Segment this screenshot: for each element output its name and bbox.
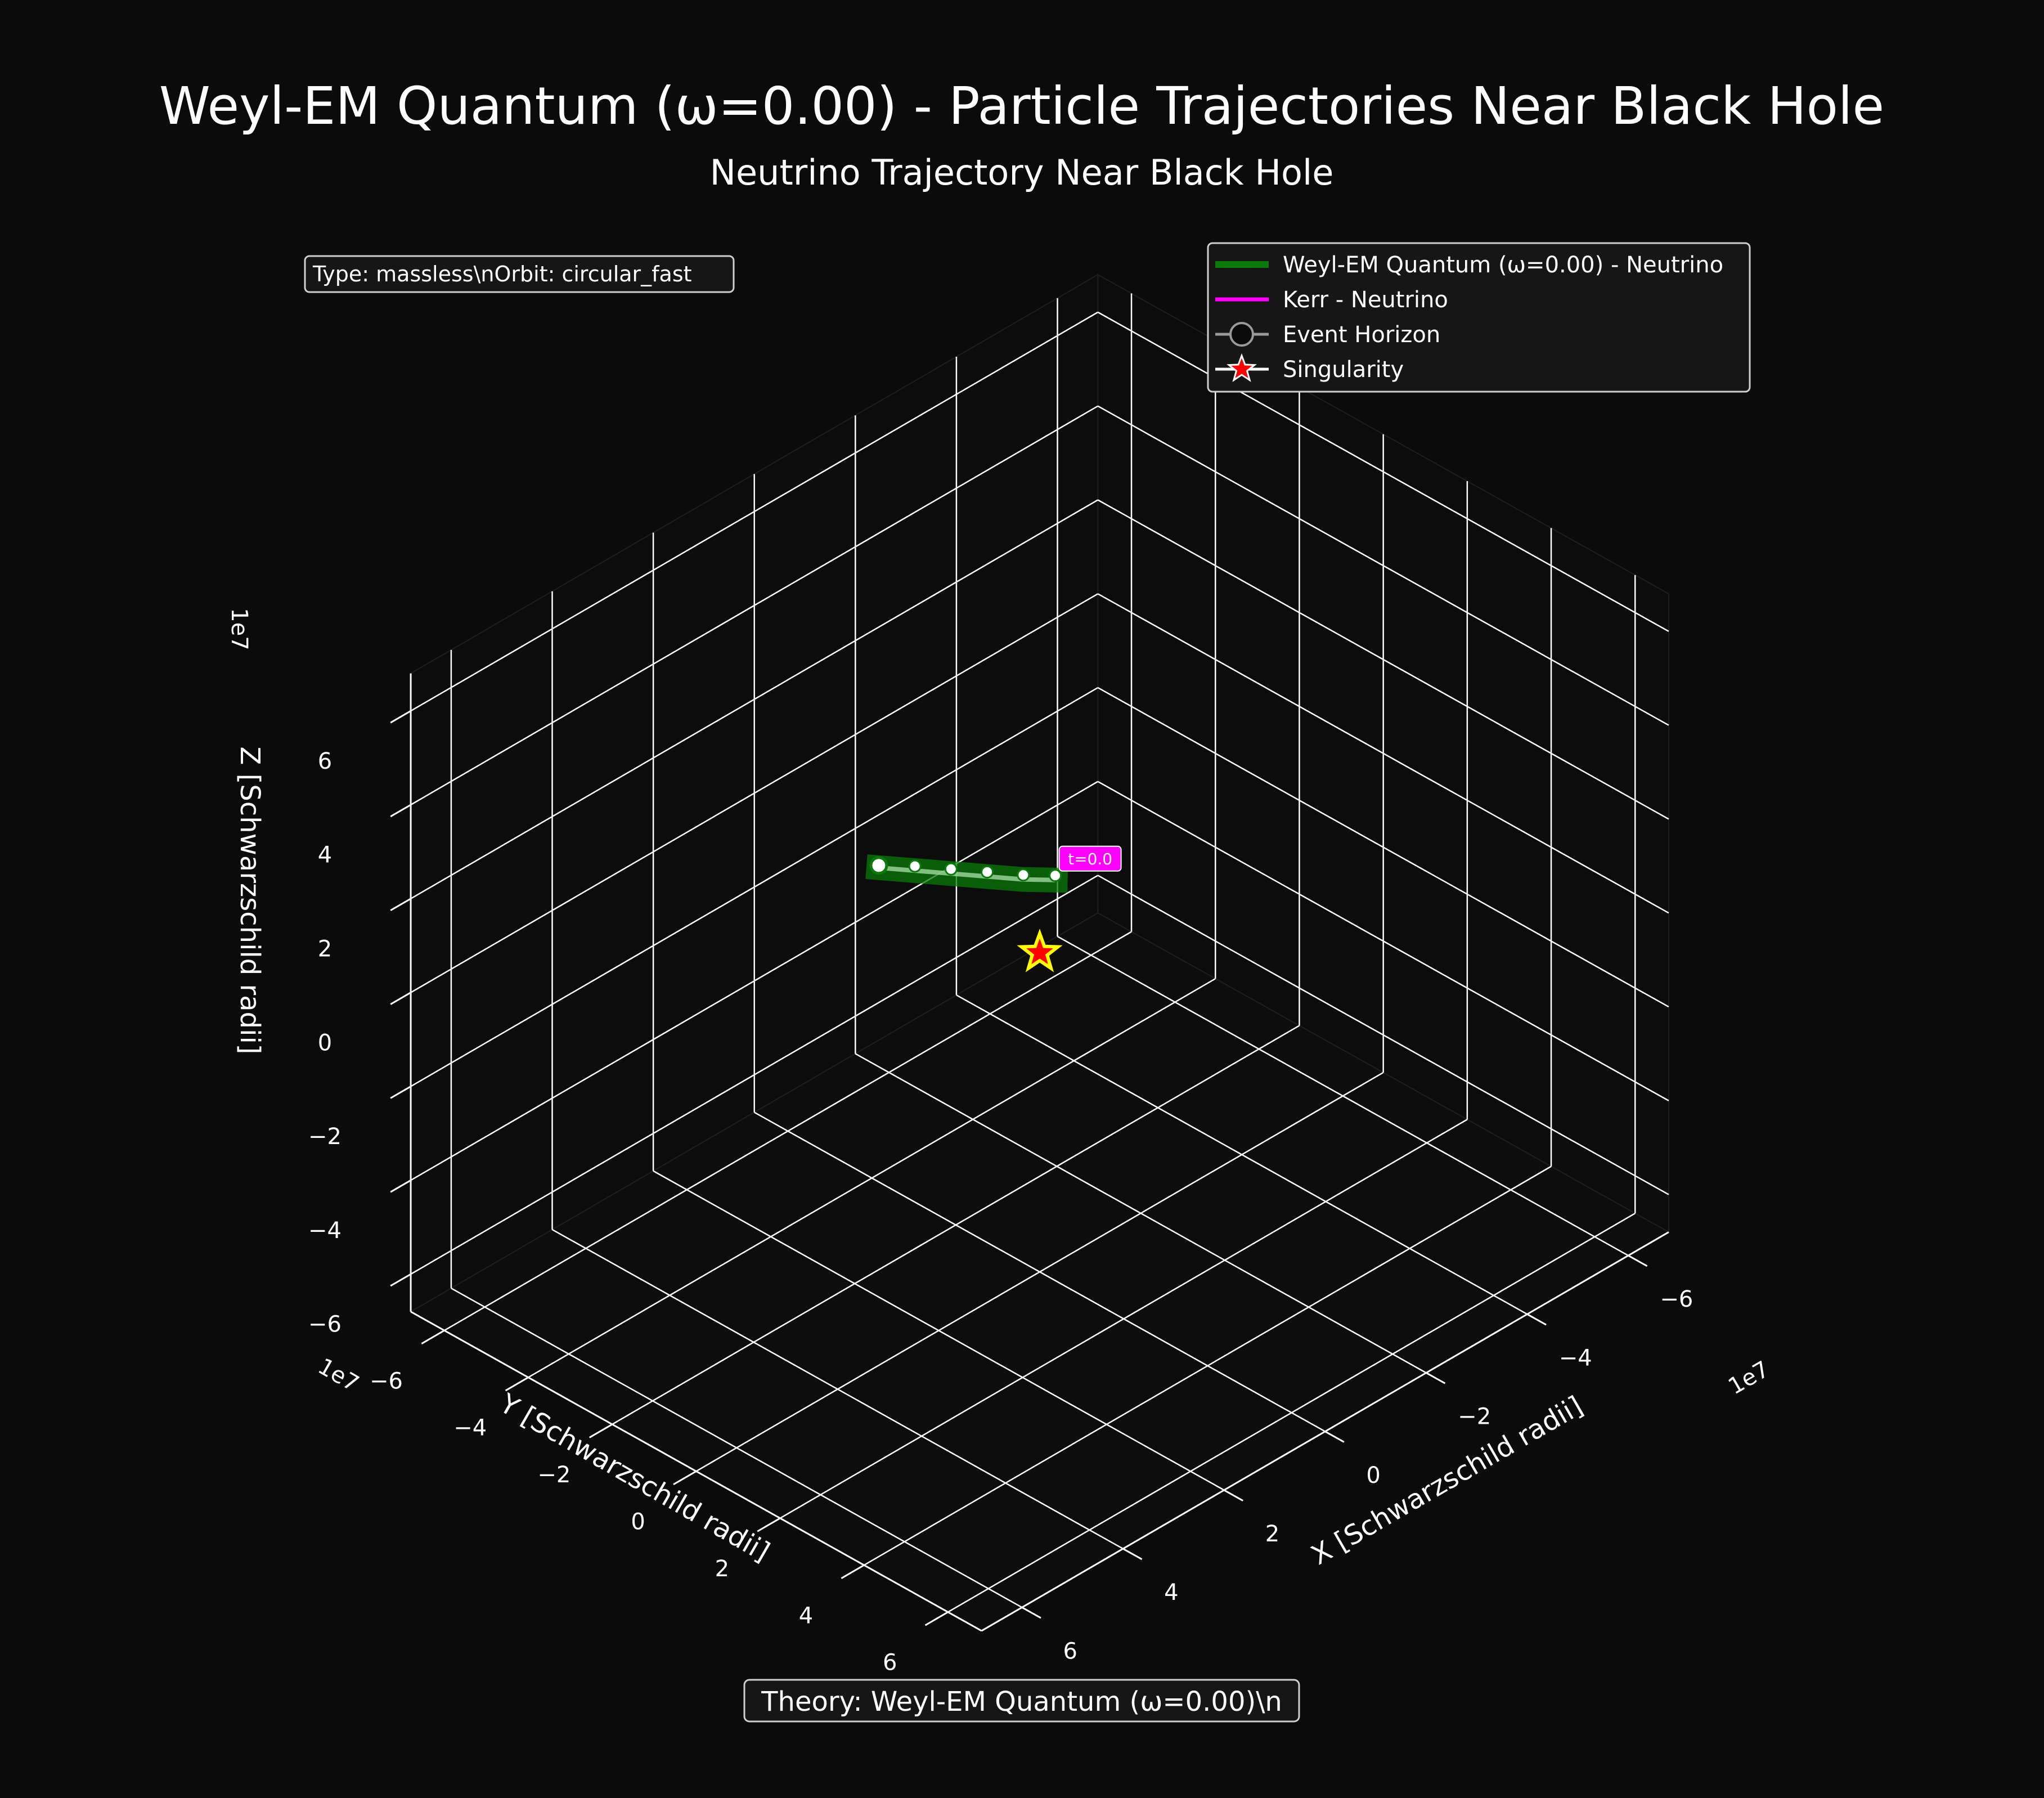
z-offset-text: 1e7 xyxy=(226,608,252,651)
gridline-wall-z-b xyxy=(1097,311,1669,632)
z-tick-mark xyxy=(390,898,411,912)
legend-entry-kerr: Kerr - Neutrino xyxy=(1215,287,1448,313)
z-tick-label: −4 xyxy=(308,1218,342,1244)
x-tick-label: −4 xyxy=(1559,1345,1592,1371)
legend-entry-horizon: Event Horizon xyxy=(1215,322,1440,348)
y-tick-mark xyxy=(841,1564,865,1579)
z-tick-label: 0 xyxy=(318,1030,332,1056)
x-tick-mark xyxy=(1021,1606,1041,1619)
y-axis-line xyxy=(410,1311,982,1632)
legend-star-icon xyxy=(1227,353,1257,382)
y-tick-label: −2 xyxy=(537,1462,570,1488)
y-tick-mark xyxy=(421,1329,445,1344)
x-tick-mark xyxy=(1628,1254,1648,1267)
theory-box: Theory: Weyl-EM Quantum (ω=0.00)\n xyxy=(743,1679,1300,1723)
x-tick-mark xyxy=(1426,1372,1446,1384)
info-box-text: Type: massless\nOrbit: circular_fast xyxy=(312,262,692,286)
gridline-wall-z-b xyxy=(1097,593,1669,914)
trajectory-point xyxy=(908,859,922,873)
plot-data: t=0.0 xyxy=(865,845,1122,972)
x-axis-line xyxy=(981,1231,1669,1632)
z-tick-mark xyxy=(390,710,411,724)
gridline-floor-y xyxy=(695,1071,1384,1472)
theory-box-frame xyxy=(743,1679,1300,1723)
x-tick-label: −2 xyxy=(1458,1404,1491,1430)
start-time-label: t=0.0 xyxy=(1068,850,1112,868)
trajectory-point xyxy=(981,866,994,879)
x-tick-mark xyxy=(1324,1431,1345,1443)
z-tick-mark xyxy=(390,1180,411,1193)
y-tick-mark xyxy=(589,1423,613,1438)
trajectory-point xyxy=(1049,869,1062,882)
trajectory-start-marker xyxy=(869,856,888,875)
gridline-floor-y xyxy=(864,1165,1552,1566)
info-box: Type: massless\nOrbit: circular_fast xyxy=(304,255,735,293)
z-tick-mark xyxy=(390,992,411,1005)
gridline-wall-z-b xyxy=(1097,499,1669,820)
y-tick-mark xyxy=(673,1470,697,1486)
gridline-floor-y xyxy=(947,1212,1636,1613)
z-tick-label: 4 xyxy=(318,842,332,868)
legend-frame xyxy=(1207,242,1751,393)
legend-kerr-label: Kerr - Neutrino xyxy=(1283,287,1448,313)
gridline-wall-z-a xyxy=(410,499,1098,900)
x-tick-mark xyxy=(1122,1548,1143,1561)
gridline-floor-x xyxy=(653,1170,1225,1491)
x-tick-label: 2 xyxy=(1265,1521,1279,1547)
theory-box-text: Theory: Weyl-EM Quantum (ω=0.00)\n xyxy=(761,1686,1282,1718)
z-tick-mark xyxy=(390,1086,411,1099)
legend-entry-singularity: Singularity xyxy=(1215,353,1404,383)
x-tick-label: 4 xyxy=(1164,1580,1178,1606)
trajectory-point xyxy=(944,862,958,876)
y-tick-mark xyxy=(505,1376,529,1392)
z-axis-label: Z [Schwarzschild radii] xyxy=(234,747,266,1055)
gridline-wall-z-b xyxy=(1097,405,1669,726)
z-tick-label: −6 xyxy=(308,1312,342,1338)
singularity-star-icon xyxy=(1017,929,1063,972)
y-tick-label: 0 xyxy=(631,1509,645,1535)
y-tick-label: −6 xyxy=(370,1368,403,1394)
axes-ticks: −6 −6 −6 −4 −4 −4 −2 −2 −2 0 0 0 2 2 2 4 4 4 6 6 6 xyxy=(308,673,1693,1676)
chart-subtitle: Neutrino Trajectory Near Black Hole xyxy=(710,152,1334,193)
gridline-floor-y xyxy=(779,1119,1468,1519)
x-tick-label: −6 xyxy=(1660,1286,1693,1312)
gridline-wall-z-a xyxy=(410,311,1098,712)
y-tick-label: 2 xyxy=(715,1556,729,1582)
y-tick-label: 6 xyxy=(883,1650,897,1676)
trajectory-point xyxy=(1017,868,1030,882)
x-tick-mark xyxy=(1526,1313,1547,1326)
z-tick-mark xyxy=(390,804,411,818)
z-tick-label: −2 xyxy=(308,1124,342,1150)
y-tick-label: −4 xyxy=(453,1415,487,1441)
legend-horizon-circle-icon xyxy=(1229,322,1254,347)
y-tick-mark xyxy=(757,1517,781,1532)
y-tick-label: 4 xyxy=(799,1603,813,1629)
y-tick-mark xyxy=(924,1611,949,1626)
figure-title: Weyl-EM Quantum (ω=0.00) - Particle Traj… xyxy=(159,76,1884,136)
axes-gridlines xyxy=(410,293,1669,1613)
gridline-wall-z-a xyxy=(410,405,1098,806)
x-tick-label: 6 xyxy=(1063,1638,1077,1664)
x-tick-label: 0 xyxy=(1366,1463,1380,1488)
legend-weyl-label: Weyl-EM Quantum (ω=0.00) - Neutrino xyxy=(1283,252,1723,278)
info-box-frame xyxy=(304,255,735,293)
gridline-floor-x xyxy=(551,1228,1124,1550)
legend: Weyl-EM Quantum (ω=0.00) - Neutrino Kerr… xyxy=(1207,242,1751,393)
x-tick-mark xyxy=(1223,1489,1243,1501)
z-tick-mark xyxy=(390,1273,411,1287)
legend-horizon-label: Event Horizon xyxy=(1283,322,1440,348)
start-time-badge xyxy=(1058,845,1122,872)
legend-entry-weyl: Weyl-EM Quantum (ω=0.00) - Neutrino xyxy=(1215,252,1723,278)
z-tick-label: 6 xyxy=(318,748,332,774)
legend-singularity-label: Singularity xyxy=(1283,357,1404,383)
gridline-wall-z-a xyxy=(410,593,1098,993)
z-tick-label: 2 xyxy=(318,936,332,962)
trajectory-line xyxy=(878,865,1055,882)
gridline-floor-x xyxy=(451,1288,1023,1608)
